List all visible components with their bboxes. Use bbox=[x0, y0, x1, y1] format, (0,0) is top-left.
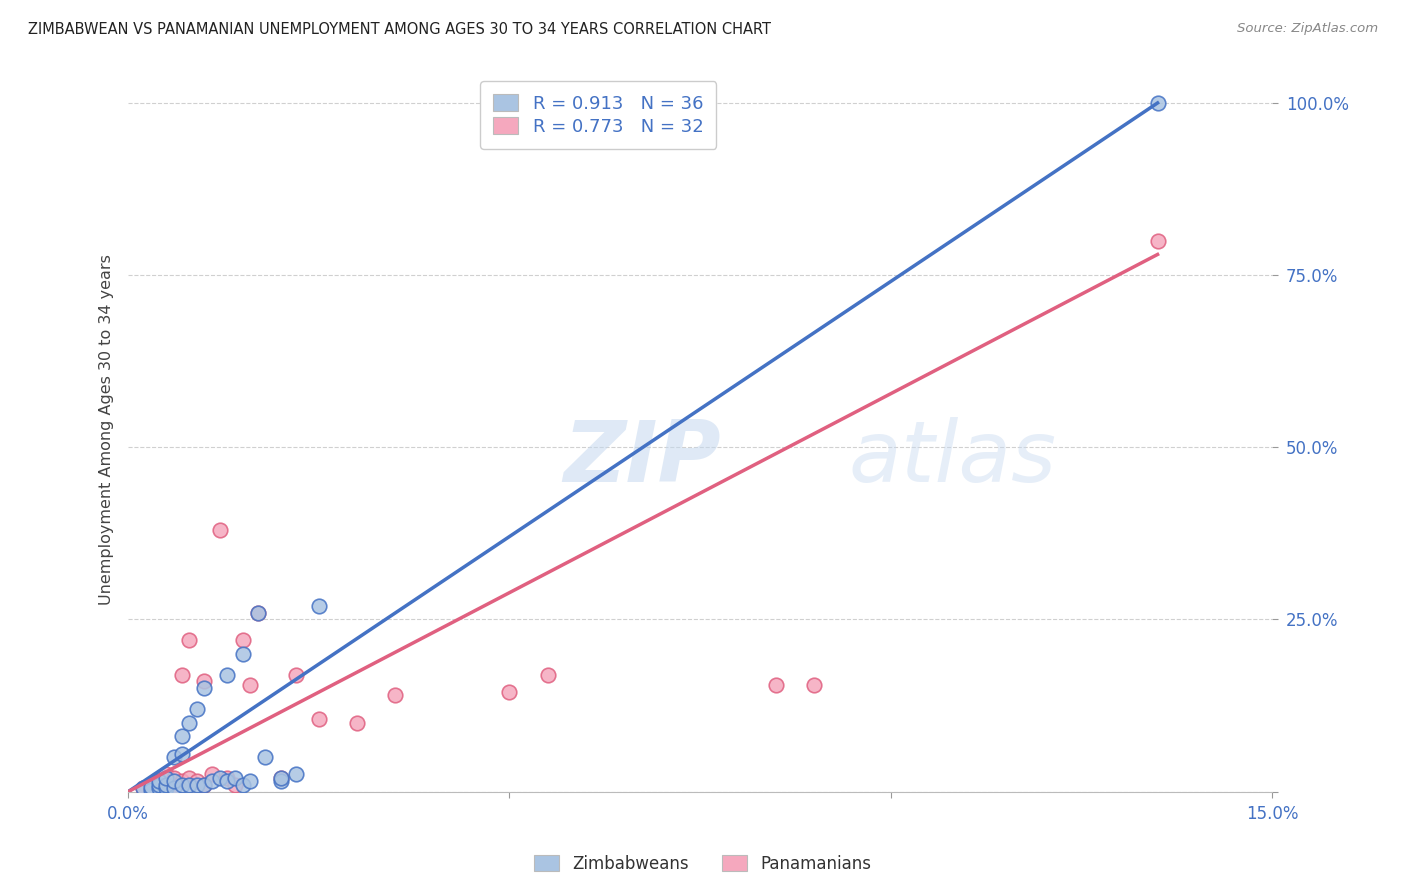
Point bbox=[155, 778, 177, 792]
Point bbox=[217, 774, 239, 789]
Point bbox=[193, 681, 215, 696]
Point bbox=[170, 667, 193, 681]
Point bbox=[246, 606, 269, 620]
Point bbox=[132, 781, 155, 796]
Point bbox=[201, 774, 224, 789]
Point bbox=[346, 715, 368, 730]
Legend: R = 0.913   N = 36, R = 0.773   N = 32: R = 0.913 N = 36, R = 0.773 N = 32 bbox=[481, 81, 716, 149]
Point bbox=[186, 778, 208, 792]
Point bbox=[1146, 234, 1168, 248]
Point bbox=[186, 702, 208, 716]
Point bbox=[163, 750, 186, 764]
Point bbox=[536, 667, 558, 681]
Point bbox=[384, 688, 406, 702]
Point bbox=[179, 778, 201, 792]
Point bbox=[765, 678, 787, 692]
Point bbox=[217, 667, 239, 681]
Point bbox=[163, 781, 186, 796]
Text: ZIP: ZIP bbox=[562, 417, 720, 500]
Legend: Zimbabweans, Panamanians: Zimbabweans, Panamanians bbox=[527, 848, 879, 880]
Point bbox=[239, 678, 262, 692]
Point bbox=[139, 780, 162, 794]
Point bbox=[155, 778, 177, 792]
Point bbox=[170, 774, 193, 789]
Point bbox=[148, 781, 170, 796]
Point bbox=[224, 771, 246, 785]
Y-axis label: Unemployment Among Ages 30 to 34 years: Unemployment Among Ages 30 to 34 years bbox=[100, 254, 114, 606]
Point bbox=[232, 778, 254, 792]
Point bbox=[170, 730, 193, 744]
Point bbox=[246, 606, 269, 620]
Point bbox=[155, 781, 177, 796]
Point bbox=[498, 684, 520, 698]
Point bbox=[170, 747, 193, 761]
Point bbox=[193, 674, 215, 689]
Point bbox=[179, 771, 201, 785]
Point bbox=[193, 778, 215, 792]
Point bbox=[148, 778, 170, 792]
Point bbox=[232, 647, 254, 661]
Text: ZIMBABWEAN VS PANAMANIAN UNEMPLOYMENT AMONG AGES 30 TO 34 YEARS CORRELATION CHAR: ZIMBABWEAN VS PANAMANIAN UNEMPLOYMENT AM… bbox=[28, 22, 770, 37]
Point bbox=[224, 778, 246, 792]
Point bbox=[139, 778, 162, 792]
Point bbox=[239, 774, 262, 789]
Point bbox=[155, 771, 177, 785]
Point bbox=[163, 774, 186, 789]
Point bbox=[217, 771, 239, 785]
Text: Source: ZipAtlas.com: Source: ZipAtlas.com bbox=[1237, 22, 1378, 36]
Point bbox=[155, 767, 177, 781]
Point bbox=[803, 678, 825, 692]
Point bbox=[179, 633, 201, 648]
Point bbox=[163, 771, 186, 785]
Point bbox=[232, 633, 254, 648]
Point bbox=[170, 778, 193, 792]
Point bbox=[179, 715, 201, 730]
Point bbox=[270, 774, 292, 789]
Point bbox=[285, 667, 308, 681]
Point bbox=[308, 712, 330, 726]
Point bbox=[148, 781, 170, 796]
Point bbox=[308, 599, 330, 613]
Text: atlas: atlas bbox=[849, 417, 1057, 500]
Point bbox=[254, 750, 277, 764]
Point bbox=[208, 523, 231, 537]
Point bbox=[1146, 95, 1168, 110]
Point bbox=[132, 781, 155, 796]
Point bbox=[148, 774, 170, 789]
Point bbox=[201, 767, 224, 781]
Point bbox=[270, 771, 292, 785]
Point bbox=[163, 781, 186, 796]
Point bbox=[148, 774, 170, 789]
Point bbox=[270, 771, 292, 785]
Point bbox=[285, 767, 308, 781]
Point bbox=[186, 774, 208, 789]
Point bbox=[139, 782, 162, 797]
Point bbox=[208, 771, 231, 785]
Point bbox=[193, 778, 215, 792]
